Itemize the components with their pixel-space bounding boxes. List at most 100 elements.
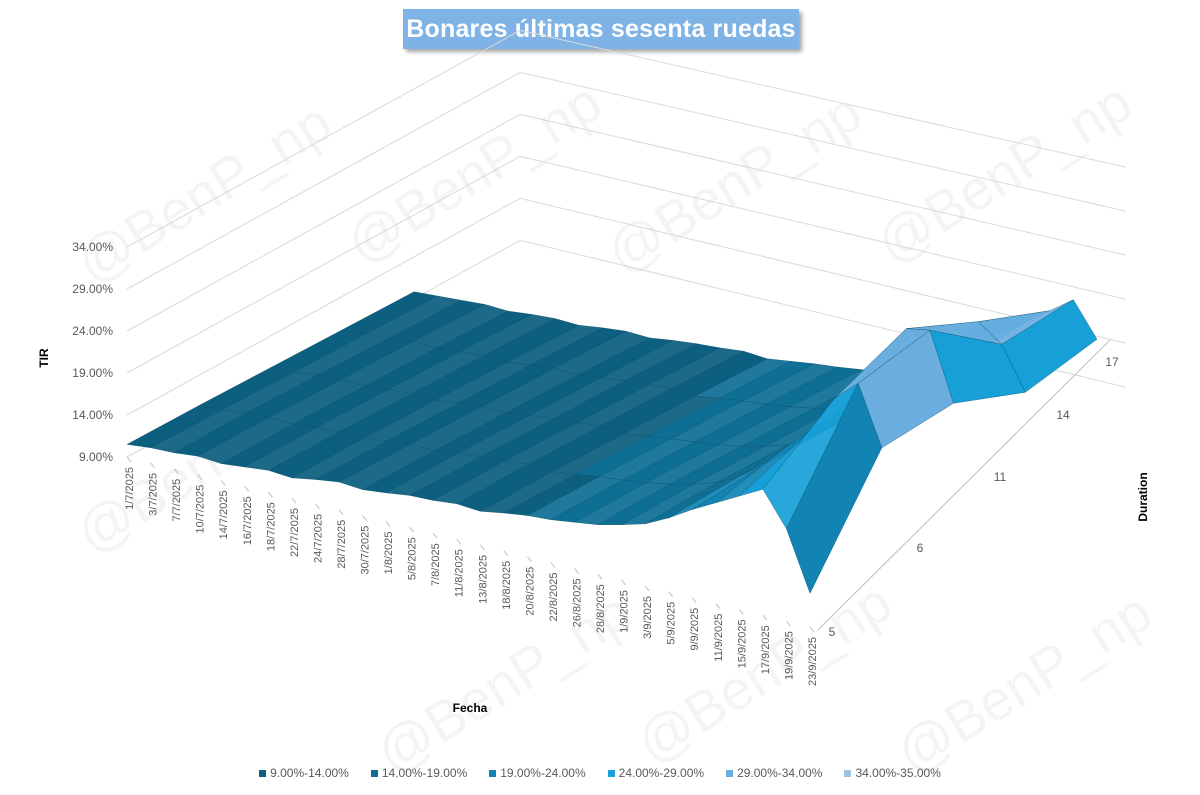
fecha-tick — [550, 562, 556, 568]
fecha-tick — [809, 626, 815, 633]
fecha-tick — [786, 620, 791, 627]
fecha-tick-label: 19/9/2025 — [783, 631, 795, 680]
fecha-tick-label: 11/8/2025 — [454, 549, 466, 597]
fecha-tick-label: 15/9/2025 — [736, 619, 748, 668]
legend-swatch — [844, 769, 852, 777]
fecha-axis-title: Fecha — [453, 701, 488, 715]
fecha-tick-label: 18/7/2025 — [265, 502, 277, 551]
fecha-tick-label: 9/9/2025 — [689, 608, 701, 651]
fecha-tick — [220, 480, 226, 486]
legend-item: 19.00%-24.00% — [489, 766, 586, 780]
fecha-tick-label: 16/7/2025 — [242, 496, 254, 545]
tir-tick-label: 34.00% — [72, 240, 113, 254]
duration-tick-label: 14 — [1056, 408, 1070, 422]
fecha-tick — [715, 603, 721, 609]
legend-label: 9.00%-14.00% — [270, 766, 349, 780]
tir-tick-label: 19.00% — [72, 366, 113, 380]
fecha-tick-label: 3/7/2025 — [148, 473, 160, 516]
fecha-tick — [197, 474, 203, 480]
fecha-tick — [503, 550, 509, 557]
legend-item: 9.00%-14.00% — [259, 766, 349, 780]
chart-title: Bonares últimas sesenta ruedas — [403, 9, 799, 49]
gridline-left — [126, 71, 521, 290]
fecha-tick — [644, 585, 650, 592]
fecha-tick — [291, 497, 297, 504]
legend-item: 34.00%-35.00% — [844, 766, 941, 780]
legend-item: 24.00%-29.00% — [607, 766, 705, 780]
gridline-back — [520, 29, 1126, 168]
fecha-tick-label: 1/8/2025 — [383, 532, 395, 575]
legend-swatch — [607, 769, 615, 777]
gridline-back — [520, 113, 1126, 256]
fecha-tick — [738, 609, 744, 615]
fecha-tick-label: 22/7/2025 — [289, 508, 301, 557]
fecha-tick-label: 17/9/2025 — [760, 625, 772, 674]
gridline-left — [126, 197, 521, 416]
fecha-tick-label: 3/9/2025 — [642, 596, 654, 639]
legend-swatch — [489, 769, 497, 777]
surface-plot — [126, 291, 1098, 594]
fecha-tick — [621, 579, 626, 586]
fecha-tick — [691, 597, 697, 604]
duration-axis: 5 6 11 14 17 — [817, 339, 1119, 639]
fecha-tick-label: 5/9/2025 — [666, 602, 678, 645]
tir-axis: 9.00% 14.00% 19.00% 24.00% 29.00% 34.00% — [72, 240, 113, 464]
legend-label: 34.00%-35.00% — [855, 766, 941, 780]
legend-label: 19.00%-24.00% — [500, 766, 586, 780]
gridline-left — [126, 29, 521, 248]
fecha-tick — [244, 485, 250, 492]
fecha-tick-label: 30/7/2025 — [360, 526, 372, 575]
fecha-tick-label: 11/9/2025 — [713, 614, 725, 662]
fecha-tick-label: 28/8/2025 — [595, 584, 607, 633]
fecha-tick-label: 7/8/2025 — [430, 543, 442, 586]
legend-label: 14.00%-19.00% — [381, 766, 468, 780]
tir-tick-label: 9.00% — [79, 450, 113, 464]
duration-tick-label: 5 — [829, 625, 836, 639]
fecha-tick — [432, 532, 438, 539]
fecha-tick — [126, 456, 132, 463]
fecha-tick-label: 24/7/2025 — [312, 514, 324, 563]
tir-tick-label: 14.00% — [72, 408, 113, 422]
legend-swatch — [726, 769, 734, 777]
gridline-back — [520, 155, 1126, 300]
fecha-tick-label: 28/7/2025 — [336, 520, 348, 569]
fecha-tick — [409, 527, 415, 533]
fecha-tick-label: 20/8/2025 — [524, 567, 536, 616]
fecha-tick — [338, 509, 344, 516]
gridline-back — [520, 71, 1126, 212]
duration-tick-label: 11 — [994, 470, 1007, 484]
tir-tick-label: 24.00% — [72, 324, 113, 338]
legend-item: 29.00%-34.00% — [726, 766, 822, 780]
surface-patch — [786, 382, 882, 594]
duration-axis-line — [817, 339, 1111, 631]
gridline-left — [126, 113, 521, 332]
legend-swatch — [259, 769, 267, 777]
duration-tick-label: 17 — [1105, 355, 1119, 369]
fecha-tick-label: 14/7/2025 — [218, 490, 230, 539]
fecha-tick-label: 5/8/2025 — [407, 537, 419, 580]
fecha-tick — [526, 556, 532, 562]
fecha-tick-label: 18/8/2025 — [501, 561, 513, 610]
fecha-tick — [385, 521, 391, 527]
legend-swatch — [370, 769, 378, 777]
fecha-axis: 1/7/2025 3/7/2025 7/7/2025 10/7/2025 14/7/20… — [124, 456, 819, 686]
fecha-tick-label: 1/9/2025 — [619, 590, 631, 633]
fecha-tick — [479, 544, 485, 551]
duration-axis-title: Duration — [1136, 472, 1150, 521]
fecha-tick — [574, 568, 579, 574]
fecha-tick-label: 7/7/2025 — [171, 479, 183, 522]
tir-axis-title: TIR — [37, 348, 51, 368]
fecha-tick — [267, 491, 273, 498]
legend-item: 14.00%-19.00% — [370, 766, 468, 780]
legend-label: 24.00%-29.00% — [618, 766, 705, 780]
fecha-tick-label: 23/9/2025 — [807, 637, 819, 686]
fecha-tick — [362, 515, 367, 521]
gridline-left — [126, 155, 521, 374]
fecha-tick — [762, 614, 768, 621]
fecha-tick — [173, 468, 179, 475]
fecha-tick — [597, 573, 603, 580]
legend-label: 29.00%-34.00% — [737, 766, 823, 780]
fecha-tick — [315, 503, 320, 510]
duration-tick-label: 6 — [917, 541, 924, 555]
fecha-tick-label: 22/8/2025 — [548, 573, 560, 622]
